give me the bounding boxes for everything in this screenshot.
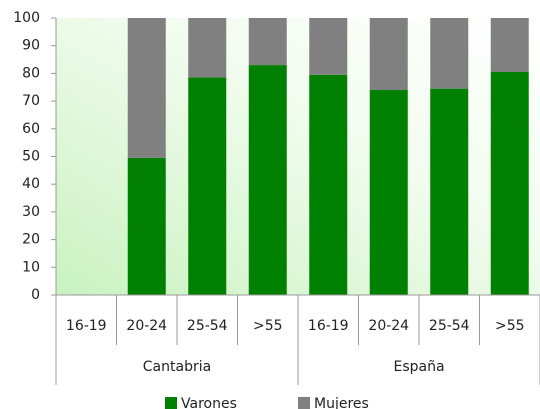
bar-segment (248, 18, 287, 66)
x-tick-label: 25-54 (429, 318, 470, 334)
bar-segment (188, 77, 227, 296)
y-tick-label: 0 (31, 287, 40, 303)
bar-segment (490, 18, 529, 73)
bar-segment (369, 18, 408, 91)
y-tick-label: 30 (22, 204, 40, 220)
group-label: España (393, 359, 444, 375)
x-tick-label: 20-24 (126, 318, 167, 334)
y-tick-label: 70 (22, 93, 40, 109)
bar-segment (127, 18, 166, 158)
x-tick-label: 25-54 (187, 318, 228, 334)
y-tick-label: 90 (22, 38, 40, 54)
x-tick-label: 16-19 (308, 318, 349, 334)
bar-segment (309, 18, 348, 75)
x-tick-label: >55 (495, 318, 525, 334)
y-tick-label: 10 (22, 259, 40, 275)
x-tick-label: >55 (253, 318, 283, 334)
legend-label: Varones (181, 396, 237, 409)
x-tick-label: 16-19 (66, 318, 107, 334)
bar-segment (430, 18, 469, 89)
bar-segment (309, 74, 348, 295)
y-tick-label: 60 (22, 121, 40, 137)
y-tick-label: 50 (22, 149, 40, 165)
legend-swatch (165, 397, 177, 409)
group-label: Cantabria (143, 359, 211, 375)
y-tick-label: 100 (13, 10, 40, 26)
y-tick-label: 80 (22, 65, 40, 81)
bar-segment (490, 72, 529, 295)
bar-segment (369, 90, 408, 296)
bar-segment (188, 18, 227, 78)
y-tick-label: 40 (22, 176, 40, 192)
bar-segment (248, 65, 287, 295)
bar-segment (430, 88, 469, 295)
legend-label: Mujeres (314, 396, 369, 409)
bar-segment (127, 157, 166, 295)
legend-swatch (298, 397, 310, 409)
x-tick-label: 20-24 (368, 318, 409, 334)
y-tick-label: 20 (22, 232, 40, 248)
